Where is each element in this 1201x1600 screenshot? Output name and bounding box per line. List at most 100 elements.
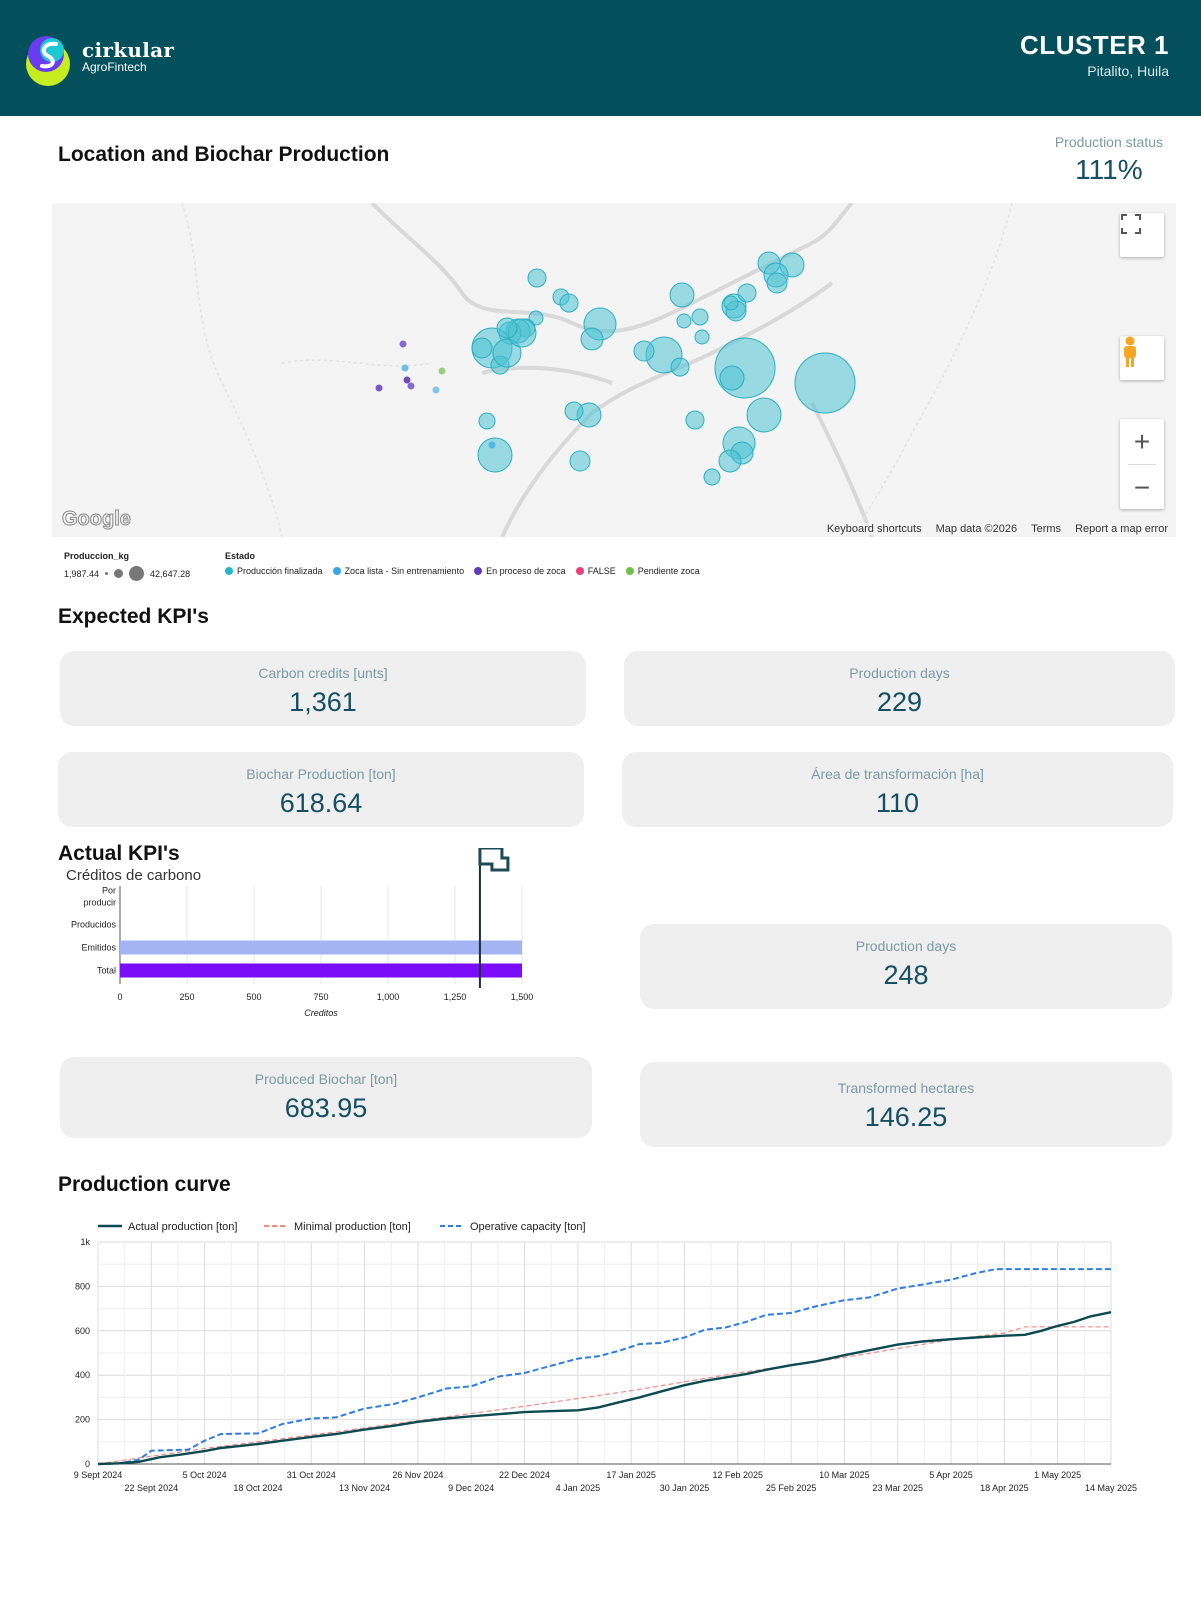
target-flag-icon [478, 848, 510, 872]
bar-x-tick-label: 1,250 [444, 992, 467, 1002]
size-legend-min: 1,987.44 [64, 568, 100, 579]
estado-dot-en-proceso [474, 567, 483, 575]
zoom-controls: + − [1120, 419, 1164, 509]
brand-subtitle: AgroFintech [82, 60, 147, 74]
production-status-value: 111% [1075, 154, 1143, 185]
bar-x-tick-label: 1,000 [377, 992, 400, 1002]
bar-category-label: Por [102, 886, 116, 896]
bar-x-tick-label: 250 [179, 992, 194, 1002]
estado-dot-false [575, 567, 584, 575]
bar-emitidos [120, 940, 522, 955]
brand-name: cirkular [82, 38, 175, 62]
curve-x-tick-label: 4 Jan 2025 [556, 1483, 601, 1493]
kpi-value: 248 [883, 960, 929, 990]
curve-y-tick-label: 1k [80, 1237, 90, 1247]
estado-dot-zoca-lista [332, 567, 341, 575]
curve-x-tick-label: 14 May 2025 [1085, 1483, 1137, 1493]
bar-x-tick-label: 500 [246, 992, 261, 1002]
bar-x-tick-label: 1,500 [511, 992, 534, 1002]
brand: cirkular AgroFintech [82, 38, 174, 74]
curve-x-tick-label: 30 Jan 2025 [660, 1483, 710, 1493]
estado-legend: Estado Producción finalizada Zoca lista … [225, 551, 700, 576]
curve-x-tick-label: 13 Nov 2024 [339, 1483, 390, 1493]
curve-x-tick-label: 18 Apr 2025 [980, 1483, 1029, 1493]
curve-y-tick-label: 0 [85, 1459, 90, 1469]
estado-item-zoca-lista[interactable]: Zoca lista - Sin entrenamiento [344, 566, 465, 576]
map[interactable]: + − Google Keyboard shortcuts Map data ©… [52, 203, 1176, 537]
bar-total [120, 963, 522, 978]
curve-y-tick-label: 600 [75, 1326, 90, 1336]
bar-category-label: Emitidos [81, 943, 116, 953]
curve-y-tick-label: 200 [75, 1415, 90, 1425]
curve-x-tick-label: 18 Oct 2024 [233, 1483, 282, 1493]
kpi-actual-hectares: Transformed hectares 146.25 [640, 1062, 1172, 1147]
kpi-label: Área de transformación [ha] [811, 766, 984, 782]
curve-x-tick-label: 31 Oct 2024 [287, 1470, 336, 1480]
zoom-out-button[interactable]: − [1133, 471, 1151, 503]
map-data-text: Map data ©2026 [935, 523, 1018, 535]
curve-series-actual [97, 1311, 1112, 1466]
kpi-value: 618.64 [279, 788, 363, 818]
zoom-in-button[interactable]: + [1133, 425, 1151, 457]
kpi-expected-carbon-credits: Carbon credits [unts] 1,361 [60, 651, 586, 726]
bar-x-tick-label: 0 [117, 992, 122, 1002]
header-bar: cirkular AgroFintech CLUSTER 1 Pitalito,… [0, 0, 1201, 116]
actual-kpis-title: Actual KPI's [58, 842, 180, 865]
estado-item-en-proceso[interactable]: En proceso de zoca [486, 566, 566, 576]
curve-legend-label: Operative capacity [ton] [470, 1221, 586, 1233]
production-status-label: Production status [1054, 134, 1163, 150]
estado-item-finalizada[interactable]: Producción finalizada [237, 566, 323, 576]
curve-x-tick-label: 23 Mar 2025 [872, 1483, 923, 1493]
kpi-expected-production-days: Production days 229 [624, 651, 1175, 726]
size-legend-title: Produccion_kg [64, 551, 130, 561]
bar-x-axis-title: Creditos [304, 1008, 338, 1018]
curve-y-tick-label: 800 [75, 1281, 90, 1291]
kpi-expected-area: Área de transformación [ha] 110 [622, 752, 1173, 827]
curve-series-operative [97, 1268, 1111, 1465]
curve-x-tick-label: 9 Sept 2024 [74, 1470, 123, 1480]
kpi-actual-production-days: Production days 248 [640, 924, 1172, 1009]
terms-link[interactable]: Terms [1031, 523, 1062, 535]
keyboard-shortcuts-link[interactable]: Keyboard shortcuts [826, 523, 922, 535]
kpi-label: Production days [849, 665, 950, 681]
kpi-label: Biochar Production [ton] [246, 766, 396, 782]
carbon-credits-bar-chart: 0 250 500 750 1,000 1,250 1,500 Por producir Prod… [71, 848, 534, 1018]
kpi-value: 110 [875, 788, 920, 818]
curve-x-tick-label: 22 Sept 2024 [125, 1483, 179, 1493]
curve-legend-label: Actual production [ton] [128, 1221, 237, 1233]
bar-category-label: Total [97, 966, 116, 976]
kpi-value: 1,361 [289, 687, 357, 717]
carbon-credits-chart-title: Créditos de carbono [66, 867, 202, 884]
estado-dot-pendiente [625, 567, 634, 575]
kpi-label: Transformed hectares [837, 1080, 975, 1096]
curve-x-tick-label: 1 May 2025 [1034, 1470, 1081, 1480]
size-legend: Produccion_kg 1,987.44 42,647.28 [64, 551, 190, 581]
location-section-title: Location and Biochar Production [58, 143, 390, 166]
map-canvas[interactable] [52, 203, 1176, 537]
estado-item-pendiente[interactable]: Pendiente zoca [637, 566, 700, 576]
curve-y-tick-label: 400 [75, 1370, 90, 1380]
cluster-location: Pitalito, Huila [1087, 63, 1169, 79]
curve-x-tick-label: 5 Apr 2025 [929, 1470, 973, 1480]
curve-x-tick-label: 17 Jan 2025 [606, 1470, 656, 1480]
kpi-label: Produced Biochar [ton] [254, 1071, 398, 1087]
estado-item-false[interactable]: FALSE [587, 566, 616, 576]
estado-dot-finalizada [225, 567, 233, 575]
bar-category-label: Producidos [71, 920, 117, 930]
production-status: Production status 111% [1055, 134, 1163, 186]
estado-legend-title: Estado [225, 551, 256, 561]
size-dot-medium [114, 569, 124, 578]
pegman-icon[interactable] [1120, 336, 1164, 380]
fullscreen-icon[interactable] [1120, 213, 1164, 257]
report-error-link[interactable]: Report a map error [1075, 523, 1168, 535]
curve-x-tick-label: 22 Dec 2024 [499, 1470, 550, 1480]
kpi-label: Carbon credits [unts] [258, 665, 388, 681]
curve-x-tick-label: 10 Mar 2025 [819, 1470, 870, 1480]
curve-x-tick-label: 12 Feb 2025 [713, 1470, 764, 1480]
cluster-info: CLUSTER 1 Pitalito, Huila [1020, 30, 1169, 79]
curve-x-tick-label: 26 Nov 2024 [392, 1470, 443, 1480]
google-logo[interactable]: Google [62, 508, 132, 531]
curve-x-tick-label: 25 Feb 2025 [766, 1483, 817, 1493]
kpi-value: 683.95 [284, 1093, 368, 1123]
